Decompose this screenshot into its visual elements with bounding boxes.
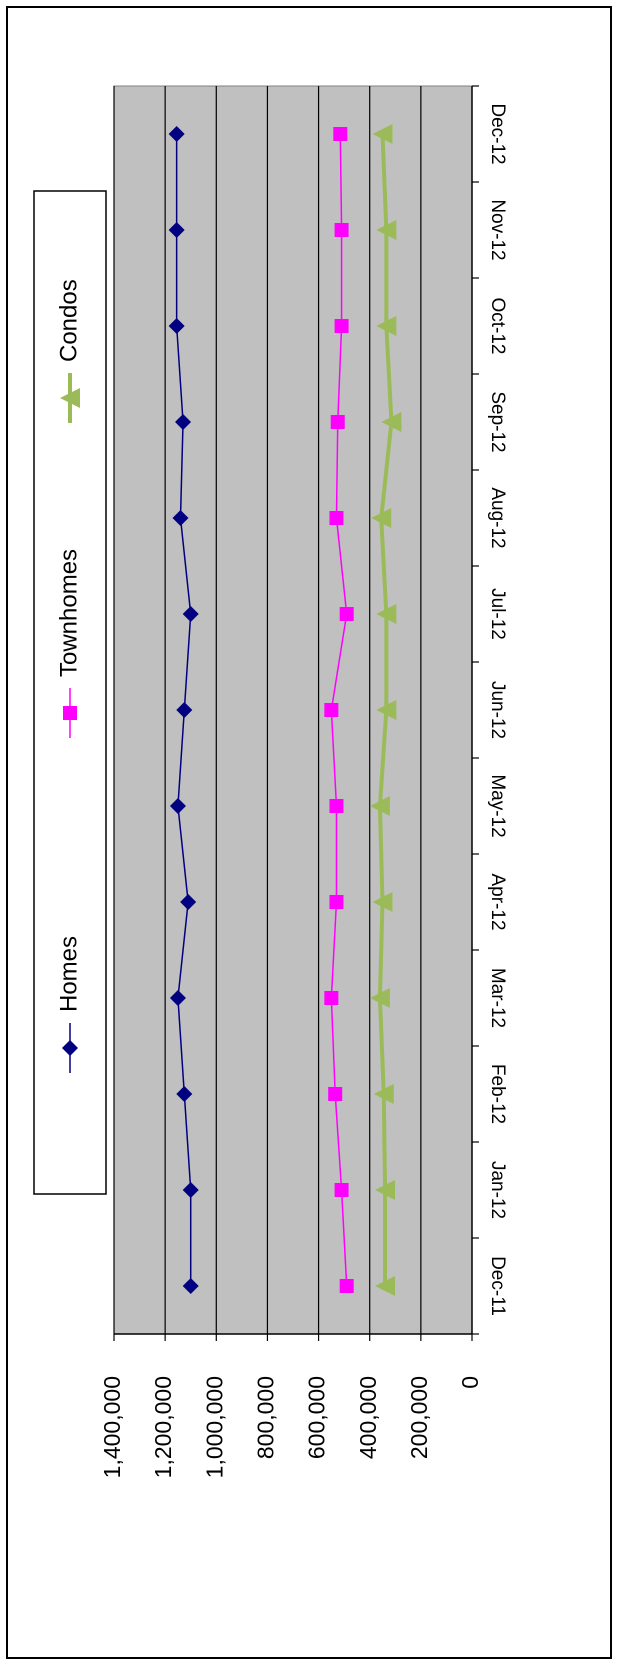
data-point-diamond [176, 1086, 193, 1102]
series-homes [168, 126, 199, 1294]
plot-area [113, 85, 473, 1335]
data-point-diamond [176, 702, 193, 718]
data-point-diamond [182, 606, 199, 622]
data-point-diamond [180, 894, 197, 910]
category-tick-label: Dec-12 [487, 103, 508, 164]
category-tick-label: Jan-12 [487, 1161, 508, 1219]
value-tick-label: 1,000,000 [201, 1376, 227, 1478]
value-tick-label: 200,000 [406, 1376, 432, 1459]
data-point-diamond [169, 990, 186, 1006]
series-townhomes [324, 127, 354, 1293]
value-tick-label: 800,000 [253, 1376, 279, 1459]
data-point-diamond [168, 222, 185, 238]
data-point-square [334, 319, 349, 333]
data-point-square [329, 799, 344, 813]
legend-entry: Condos [55, 279, 82, 423]
data-point-square [329, 895, 344, 909]
tick-labels: Dec-11 Jan-12 Feb-12 Mar-12 Apr-12 May-12 Jun-… [99, 103, 508, 1478]
data-point-diamond [169, 798, 186, 814]
data-point-triangle [375, 1180, 396, 1200]
data-point-square [334, 223, 349, 237]
data-point-triangle [369, 796, 390, 816]
data-point-square [63, 706, 77, 720]
category-tick-label: Mar-12 [487, 968, 508, 1028]
legend-label: Condos [55, 279, 82, 362]
data-point-triangle [376, 220, 397, 240]
series-group [168, 124, 402, 1296]
data-point-triangle [376, 700, 397, 720]
data-point-triangle [376, 316, 397, 336]
category-tick-label: Apr-12 [487, 873, 508, 930]
category-tick-label: Oct-12 [487, 297, 508, 354]
data-point-diamond [62, 1040, 78, 1056]
data-point-diamond [172, 510, 189, 526]
data-point-triangle [369, 988, 390, 1008]
category-tick-label: Feb-12 [487, 1064, 508, 1124]
value-tick-label: 1,400,000 [99, 1376, 125, 1478]
data-point-diamond [175, 414, 192, 430]
legend-entry: Homes [55, 936, 82, 1073]
data-point-triangle [376, 604, 397, 624]
category-tick-label: Jun-12 [487, 681, 508, 739]
data-point-diamond [182, 1278, 199, 1294]
data-point-square [333, 127, 348, 141]
value-tick-label: 600,000 [304, 1376, 330, 1459]
data-point-square [339, 607, 354, 621]
data-point-square [339, 1279, 354, 1293]
data-point-triangle [381, 412, 402, 432]
data-point-triangle [375, 1276, 396, 1296]
category-tick-label: Aug-12 [487, 487, 508, 548]
category-tick-label: Dec-11 [487, 1256, 508, 1316]
data-point-diamond [168, 126, 185, 142]
data-point-triangle [372, 892, 393, 912]
category-tick-label: May-12 [487, 774, 508, 837]
data-point-square [329, 511, 344, 525]
category-tick-label: Sep-12 [487, 391, 508, 452]
value-tick-label: 0 [457, 1376, 483, 1389]
value-tick-label: 400,000 [355, 1376, 381, 1459]
chart-frame: Dec-11 Jan-12 Feb-12 Mar-12 Apr-12 May-12 Jun-… [6, 6, 612, 1659]
value-tick-label: 1,200,000 [150, 1376, 176, 1478]
legend-label: Townhomes [55, 549, 82, 677]
category-tick-label: Nov-12 [487, 199, 508, 260]
axes [113, 85, 479, 1341]
legend-entry: Townhomes [55, 549, 82, 738]
legend-label: Homes [55, 936, 82, 1012]
series-condos [369, 124, 402, 1296]
gridlines [113, 86, 422, 1334]
data-point-triangle [373, 1084, 394, 1104]
data-point-triangle [371, 508, 392, 528]
data-point-square [324, 703, 339, 717]
data-point-diamond [168, 318, 185, 334]
data-point-diamond [182, 1182, 199, 1198]
category-tick-label: Jul-12 [487, 588, 508, 640]
line-chart: Dec-11 Jan-12 Feb-12 Mar-12 Apr-12 May-12 Jun-… [33, 85, 508, 1478]
data-point-square [324, 991, 339, 1005]
data-point-triangle [60, 388, 80, 408]
data-point-square [334, 1183, 349, 1197]
legend: Homes Townhomes Condos [33, 190, 107, 1195]
data-point-triangle [372, 124, 393, 144]
data-point-square [328, 1087, 343, 1101]
data-point-square [330, 415, 345, 429]
